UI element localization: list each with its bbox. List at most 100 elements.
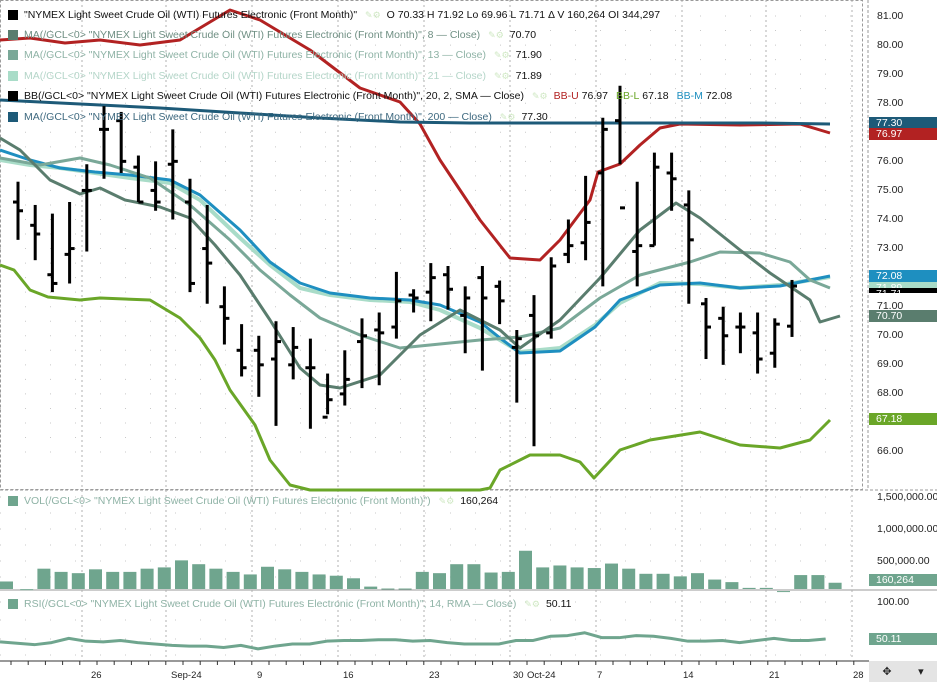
date-axis-label: 23 [429, 670, 440, 681]
legend-ma200[interactable]: MA(/GCL<0> "NYMEX Light Sweet Crude Oil … [0, 110, 556, 124]
bb-middle-line [0, 148, 831, 355]
volume-bar [278, 569, 292, 589]
volume-bar [37, 568, 51, 589]
edit-icon[interactable]: ✎⚙ [365, 9, 381, 20]
bbu-price-tag: 76.97 [869, 128, 937, 140]
legend-ma13[interactable]: MA(/GCL<0> "NYMEX Light Sweet Crude Oil … [0, 48, 550, 62]
price-axis-label: 74.00 [877, 213, 904, 225]
edit-icon[interactable]: ✎⚙ [494, 49, 510, 60]
bb-swatch [8, 91, 18, 101]
volume-bar [794, 575, 808, 589]
bbm-label: BB-M [676, 90, 703, 102]
date-axis-label: 21 [769, 670, 780, 681]
volume-bar [639, 573, 653, 589]
legend-bb[interactable]: BB(/GCL<0> "NYMEX Light Sweet Crude Oil … [0, 89, 740, 103]
ma21-legend-label: MA(/GCL<0> "NYMEX Light Sweet Crude Oil … [24, 70, 487, 82]
bbu-label: BB-U [553, 90, 579, 102]
edit-icon[interactable]: ✎⚙ [524, 598, 540, 609]
ma8-value: 70.70 [509, 29, 537, 41]
price-legend-label: "NYMEX Light Sweet Crude Oil (WTI) Futur… [24, 9, 358, 21]
volume-bar [157, 567, 171, 589]
price-axis-label: 70.00 [877, 329, 904, 341]
vol-value: 160,264 [460, 495, 499, 507]
vol-swatch [8, 496, 18, 506]
date-axis-label: 7 [597, 670, 603, 681]
volume-bar [691, 573, 704, 589]
legend-price[interactable]: "NYMEX Light Sweet Crude Oil (WTI) Futur… [0, 8, 668, 22]
ma8-swatch [8, 30, 18, 40]
volume-bar [519, 550, 532, 589]
date-axis-label: 30 [513, 670, 524, 681]
ma8-price-tag: 70.70 [869, 310, 937, 322]
legend-vol[interactable]: VOL(/GCL<0> "NYMEX Light Sweet Crude Oil… [0, 494, 506, 508]
volume-bar [71, 573, 85, 589]
ma21-value: 71.89 [515, 70, 542, 82]
volume-bar [828, 582, 842, 589]
last-price-tag: 71.71 [869, 288, 937, 293]
volume-bar [742, 587, 756, 589]
volume-bar [261, 566, 274, 589]
ma21-swatch [8, 71, 18, 81]
rsi-axis-label: 100.00 [877, 596, 910, 608]
ma200-line [0, 98, 831, 126]
price-axis-label: 80.00 [877, 39, 904, 51]
ma8-legend-label: MA(/GCL<0> "NYMEX Light Sweet Crude Oil … [24, 29, 481, 41]
price-swatch [8, 10, 18, 20]
ma200-value: 77.30 [521, 111, 548, 123]
volume-bar [312, 574, 326, 589]
date-axis-label: Sep-24 [171, 670, 202, 681]
price-axis-label: 73.00 [877, 242, 904, 254]
volume-bar [450, 564, 464, 589]
legend-ma8[interactable]: MA(/GCL<0> "NYMEX Light Sweet Crude Oil … [0, 28, 544, 42]
edit-icon[interactable]: ✎⚙ [488, 29, 504, 40]
vol-legend-label: VOL(/GCL<0> "NYMEX Light Sweet Crude Oil… [24, 495, 431, 507]
volume-axis-label: 1,500,000.00 [877, 491, 937, 503]
volume-bar [398, 588, 412, 590]
bb-legend-label: BB(/GCL<0> "NYMEX Light Sweet Crude Oil … [24, 90, 524, 102]
volume-bar [329, 575, 343, 589]
axis-corner-toolbar: ✥ ▾ [869, 661, 937, 682]
ohlc-readout: O 70.33 H 71.92 Lo 69.96 L 71.71 Δ V 160… [386, 9, 661, 21]
legend-rsi[interactable]: RSI(/GCL<0> "NYMEX Light Sweet Crude Oil… [0, 597, 579, 611]
volume-bar [226, 571, 240, 589]
chevron-down-icon[interactable]: ▾ [918, 666, 924, 678]
edit-icon[interactable]: ✎⚙ [531, 90, 548, 101]
volume-bar [381, 588, 395, 590]
bbm-price-tag: 72.08 [869, 270, 937, 282]
volume-bar [553, 565, 567, 589]
legend-ma21[interactable]: MA(/GCL<0> "NYMEX Light Sweet Crude Oil … [0, 69, 550, 83]
zoom-fit-icon[interactable]: ✥ [882, 666, 892, 678]
date-axis-label: 16 [343, 670, 354, 681]
ma21-price-tag: 71.89 [869, 282, 937, 288]
ma200-swatch [8, 112, 18, 122]
volume-bar [243, 574, 257, 589]
date-axis-label: 28 [853, 670, 864, 681]
volume-bar [570, 567, 584, 589]
rsi-swatch [8, 599, 18, 609]
volume-bar [708, 579, 722, 589]
rsi-value-tag: 50.11 [869, 633, 937, 645]
edit-icon[interactable]: ✎⚙ [438, 495, 455, 506]
volume-bar [725, 582, 739, 589]
volume-bar [777, 591, 790, 593]
ma21-line [0, 158, 831, 354]
rsi-value: 50.11 [545, 598, 572, 610]
vol-value-tag: 160,264 [869, 574, 937, 586]
volume-bar [587, 568, 601, 589]
date-axis-label: 26 [91, 670, 102, 681]
volume-bar [20, 589, 34, 591]
volume-bar [536, 567, 550, 589]
volume-bar [89, 569, 102, 589]
edit-icon[interactable]: ✎⚙ [494, 70, 510, 81]
bb-upper-line [0, 8, 831, 262]
volume-bar [484, 572, 498, 589]
volume-bar [347, 578, 360, 589]
ma200-legend-label: MA(/GCL<0> "NYMEX Light Sweet Crude Oil … [24, 111, 492, 123]
ma13-value: 71.90 [515, 49, 542, 61]
bbl-value: 67.18 [642, 90, 669, 102]
volume-bar [209, 568, 223, 589]
edit-icon[interactable]: ✎⚙ [499, 111, 516, 122]
volume-axis-label: 1,000,000.00 [877, 523, 937, 535]
volume-bar [415, 571, 429, 589]
